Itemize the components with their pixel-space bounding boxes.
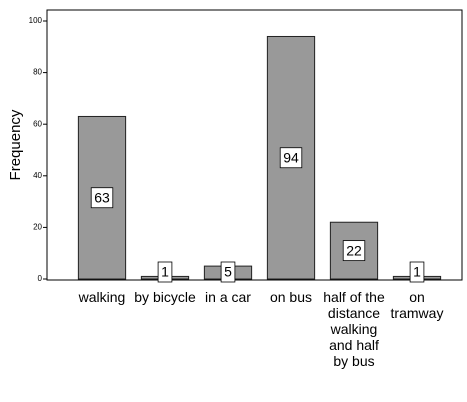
data-label: 94 bbox=[283, 149, 299, 165]
x-tick-label: on tramway bbox=[390, 289, 444, 321]
data-label-box bbox=[157, 261, 173, 283]
x-tick-label: in a car bbox=[205, 289, 251, 305]
y-tick-label: 40 bbox=[33, 171, 42, 180]
data-label: 1 bbox=[413, 264, 421, 280]
data-label: 1 bbox=[161, 264, 169, 280]
data-label: 22 bbox=[346, 242, 362, 258]
data-label: 63 bbox=[94, 189, 110, 205]
x-tick-label: on bus bbox=[269, 289, 313, 305]
y-tick-label: 20 bbox=[33, 223, 42, 232]
y-tick-label: 100 bbox=[29, 16, 43, 25]
y-axis-label: Frequency bbox=[7, 109, 24, 180]
data-label: 5 bbox=[224, 264, 232, 280]
x-tick-label: walking bbox=[78, 289, 126, 305]
data-label-box bbox=[279, 147, 303, 169]
x-tick-label: by bicycle bbox=[134, 289, 196, 305]
y-tick-label: 0 bbox=[38, 274, 43, 283]
data-label-box bbox=[342, 240, 366, 262]
x-tick-label: half of the distance walking and half by… bbox=[323, 289, 385, 369]
data-label-box bbox=[409, 261, 425, 283]
y-tick-label: 80 bbox=[33, 68, 42, 77]
data-label-box bbox=[220, 261, 236, 283]
data-label-box bbox=[90, 187, 114, 209]
y-tick-label: 60 bbox=[33, 119, 42, 128]
